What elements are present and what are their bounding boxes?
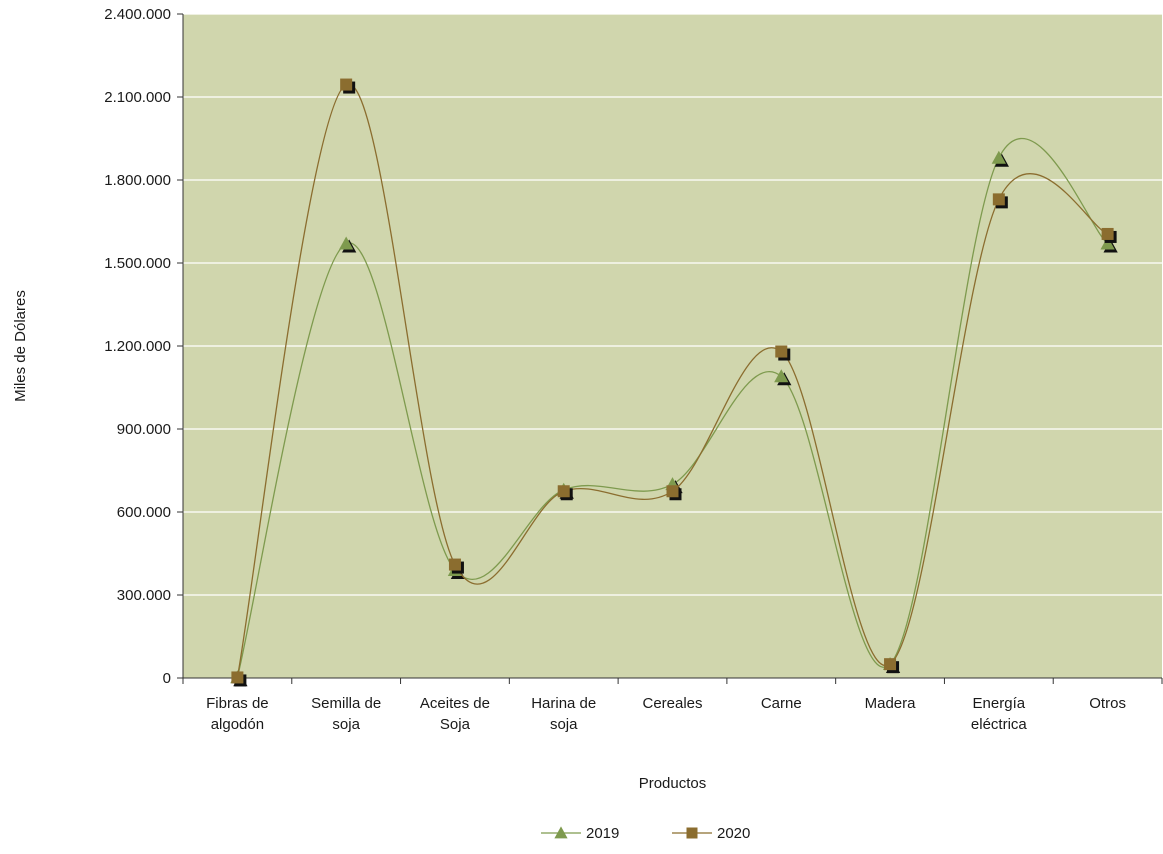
series-layer	[230, 78, 1118, 687]
point-2020-2	[448, 558, 461, 571]
legend[interactable]: 2019 2020	[541, 825, 750, 842]
y-tick-label-5: 1.500.000	[104, 255, 171, 272]
y-axis-title: Miles de Dólares	[12, 290, 29, 402]
y-tick-label-8: 2.400.000	[104, 6, 171, 23]
x-tick-label-2: Aceites de Soja	[420, 695, 490, 733]
x-tick-label-6: Madera	[865, 695, 917, 712]
point-2020-8	[1101, 227, 1114, 240]
point-2019-8	[1100, 236, 1115, 250]
point-2019-1	[339, 236, 354, 250]
series-line-2019	[236, 137, 1109, 678]
y-tick-label-0: 0	[163, 670, 171, 687]
x-tick-label-5: Carne	[761, 695, 802, 712]
legend-marker-2020	[686, 827, 698, 839]
point-2020-7	[992, 193, 1005, 206]
y-tick-label-4: 1.200.000	[104, 338, 171, 355]
x-tick-label-8: Otros	[1089, 695, 1126, 712]
point-2020-4	[666, 485, 679, 498]
y-tick-label-6: 1.800.000	[104, 172, 171, 189]
legend-item-2020[interactable]: 2020	[672, 825, 750, 842]
legend-marker-2019	[554, 826, 568, 839]
axes	[177, 13, 1163, 684]
point-2020-6	[884, 658, 897, 671]
point-2020-5	[775, 345, 788, 358]
x-tick-label-0: Fibras de algodón	[206, 695, 269, 733]
gridlines	[183, 13, 1162, 596]
y-tick-label-2: 600.000	[117, 504, 171, 521]
point-2020-3	[557, 485, 570, 498]
x-axis-title: Productos	[639, 775, 707, 792]
point-2019-5	[774, 369, 789, 383]
point-2020-0	[231, 671, 244, 684]
point-2019-7	[991, 150, 1006, 164]
legend-label-2019: 2019	[586, 825, 619, 842]
legend-label-2020: 2020	[717, 825, 750, 842]
x-tick-label-7: Energía eléctrica	[971, 695, 1028, 733]
y-tick-label-7: 2.100.000	[104, 89, 171, 106]
series-2020	[231, 78, 1117, 687]
x-tick-label-1: Semilla de soja	[311, 695, 381, 733]
x-tick-label-4: Cereales	[642, 695, 702, 712]
y-tick-label-1: 300.000	[117, 587, 171, 604]
y-tick-label-3: 900.000	[117, 421, 171, 438]
labels: 0 300.000 600.000 900.000 1.200.000 1.500.000…	[104, 6, 1126, 733]
x-tick-label-3: Harina de soja	[531, 695, 596, 733]
point-2020-1	[340, 78, 353, 91]
legend-item-2019[interactable]: 2019	[541, 825, 619, 842]
